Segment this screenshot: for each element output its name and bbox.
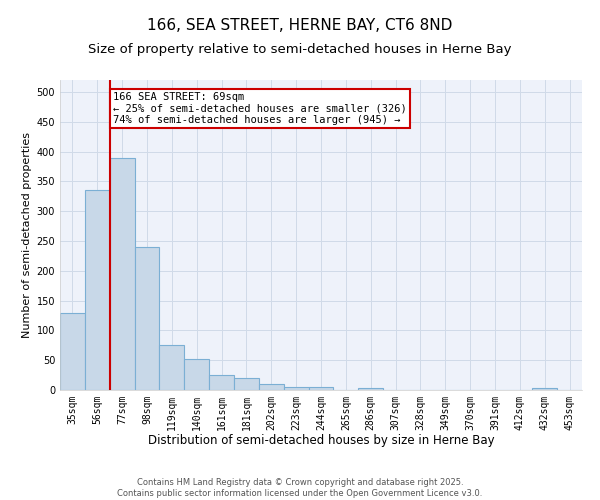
Bar bbox=[209, 375, 234, 390]
Bar bbox=[358, 388, 383, 390]
Bar bbox=[284, 387, 308, 390]
Bar bbox=[85, 190, 110, 390]
X-axis label: Distribution of semi-detached houses by size in Herne Bay: Distribution of semi-detached houses by … bbox=[148, 434, 494, 448]
Bar bbox=[308, 387, 334, 390]
Bar bbox=[160, 346, 184, 390]
Text: 166, SEA STREET, HERNE BAY, CT6 8ND: 166, SEA STREET, HERNE BAY, CT6 8ND bbox=[148, 18, 452, 32]
Bar bbox=[259, 384, 284, 390]
Y-axis label: Number of semi-detached properties: Number of semi-detached properties bbox=[22, 132, 32, 338]
Bar bbox=[184, 359, 209, 390]
Bar bbox=[234, 378, 259, 390]
Bar bbox=[532, 388, 557, 390]
Bar bbox=[110, 158, 134, 390]
Bar bbox=[60, 312, 85, 390]
Text: 166 SEA STREET: 69sqm
← 25% of semi-detached houses are smaller (326)
74% of sem: 166 SEA STREET: 69sqm ← 25% of semi-deta… bbox=[113, 92, 407, 125]
Bar bbox=[134, 247, 160, 390]
Text: Size of property relative to semi-detached houses in Herne Bay: Size of property relative to semi-detach… bbox=[88, 42, 512, 56]
Text: Contains HM Land Registry data © Crown copyright and database right 2025.
Contai: Contains HM Land Registry data © Crown c… bbox=[118, 478, 482, 498]
